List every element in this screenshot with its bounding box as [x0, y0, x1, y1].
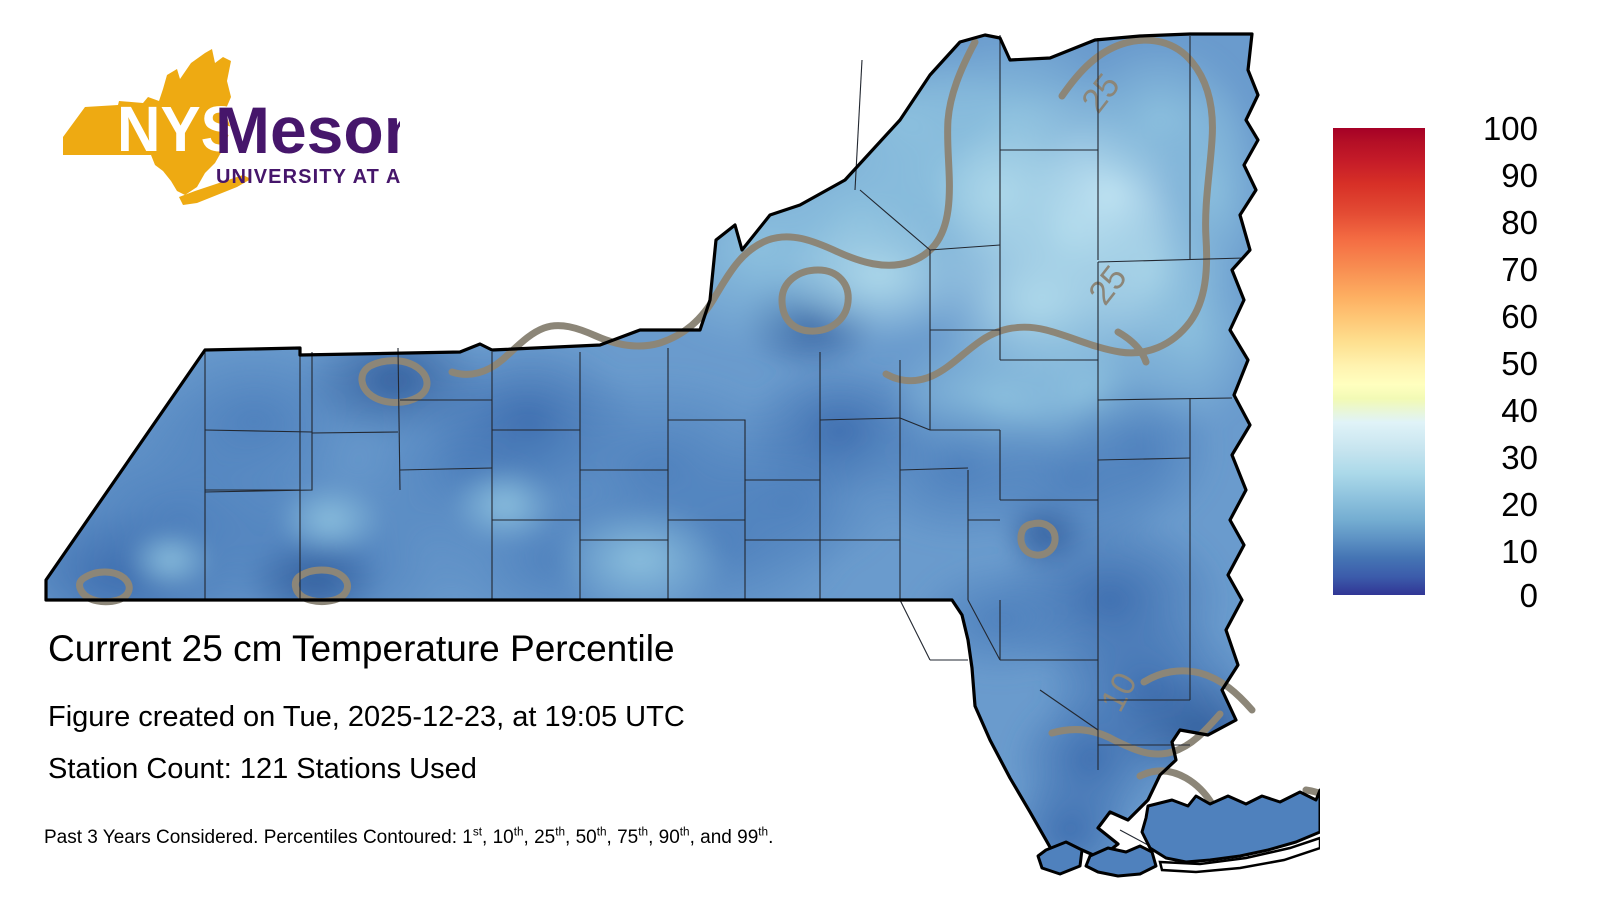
- footnote-ord-2: th: [513, 825, 524, 839]
- colorbar-tick-10: 10: [1501, 533, 1538, 570]
- colorbar-tick-50: 50: [1501, 345, 1538, 382]
- colorbar-tick-70: 70: [1501, 251, 1538, 288]
- colorbar-tick-90: 90: [1501, 157, 1538, 194]
- colorbar-tick-100: 100: [1482, 110, 1538, 147]
- footnote-ord-1: st: [472, 825, 482, 839]
- footnote-conjunction: and: [700, 827, 732, 848]
- colorbar-tick-0: 0: [1519, 577, 1538, 614]
- colorbar-tick-30: 30: [1501, 439, 1538, 476]
- contour-10-nyc: [1136, 767, 1216, 808]
- colorbar-tick-60: 60: [1501, 298, 1538, 335]
- footnote-lead: Past 3 Years Considered. Percentiles Con…: [44, 827, 463, 848]
- contour-25-adirondack-tail: [1114, 328, 1150, 366]
- contour-25-adirondack-loop: [882, 36, 1216, 385]
- footnote-terminator: .: [768, 827, 774, 848]
- footnote-item-4: 50: [575, 827, 597, 848]
- footnote-ord-5: th: [638, 825, 649, 839]
- logo-state-shape: [63, 49, 231, 195]
- county-boundaries: [204, 35, 1253, 865]
- footnote-ord-6: th: [679, 825, 690, 839]
- contour-10-hudson-east: [1140, 667, 1256, 714]
- footnote: Past 3 Years Considered. Percentiles Con…: [44, 825, 774, 848]
- logo-nys-text: NYS: [117, 94, 241, 165]
- nys-mesonet-logo: NYS Mesonet UNIVERSITY AT ALBANY: [55, 45, 400, 220]
- footnote-item-1: 1: [462, 827, 473, 848]
- station-count: Station Count: 121 Stations Used: [48, 753, 477, 785]
- new-york-percentile-map: 25 25 10: [0, 0, 1320, 878]
- footnote-item-3: 25: [534, 827, 556, 848]
- footnote-ord-4: th: [596, 825, 607, 839]
- contour-25-ring-oswego: [778, 266, 852, 335]
- footnote-item-6: 90: [658, 827, 680, 848]
- logo-tagline-text: UNIVERSITY AT ALBANY: [216, 166, 400, 188]
- contour-10-hudson-north: [1048, 710, 1224, 758]
- contour-25-ring-niagara: [358, 357, 431, 406]
- colorbar-tick-40: 40: [1501, 392, 1538, 429]
- percentile-contours: 25 25 10: [76, 36, 1320, 850]
- colorbar: [1333, 128, 1425, 595]
- creation-timestamp: Figure created on Tue, 2025-12-23, at 19…: [48, 701, 685, 733]
- footnote-item-2: 10: [492, 827, 514, 848]
- footnote-ord-7: th: [758, 825, 769, 839]
- contour-25-northwest: [448, 38, 979, 378]
- contour-25-ring-capital: [1017, 519, 1059, 559]
- long-island-geometry: [1036, 788, 1320, 878]
- footnote-ord-3: th: [555, 825, 566, 839]
- footnote-item-7: 99: [737, 827, 759, 848]
- contour-10-longisland-a: [1302, 786, 1320, 798]
- logo-brand-text: Mesonet: [215, 93, 400, 167]
- colorbar-gradient: [1333, 128, 1425, 595]
- logo-island-shape: [179, 175, 251, 205]
- colorbar-tick-20: 20: [1501, 486, 1538, 523]
- footnote-item-5: 75: [617, 827, 639, 848]
- figure-title: Current 25 cm Temperature Percentile: [48, 628, 675, 669]
- colorbar-tick-80: 80: [1501, 204, 1538, 241]
- colorbar-tick-labels: 100 90 80 70 60 50 40 30 20 10 0: [1446, 100, 1586, 630]
